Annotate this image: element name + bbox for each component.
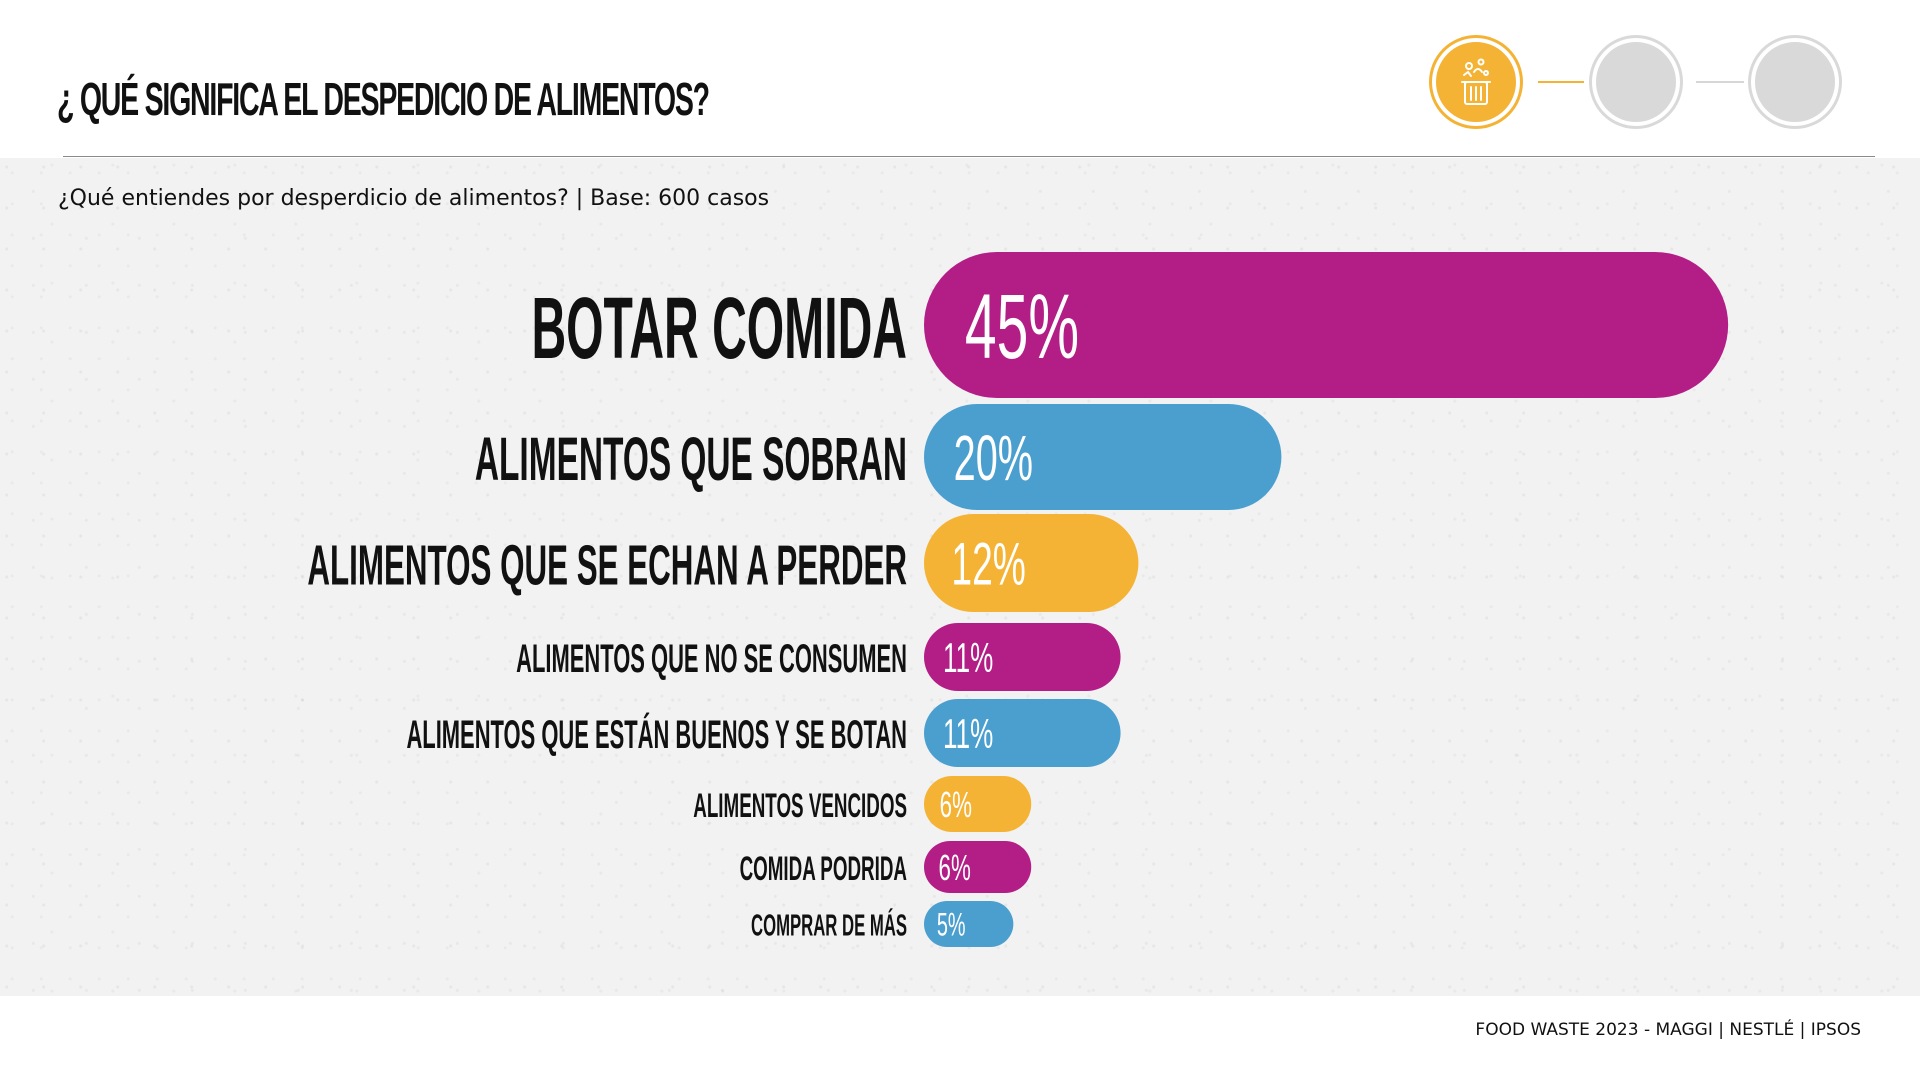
category-label-5: ALIMENTOS QUE ESTÁN BUENOS Y SE BOTAN: [406, 712, 907, 757]
page-title: ¿ QUÉ SIGNIFICA EL DESPEDICIO DE ALIMENT…: [57, 73, 710, 125]
category-label-2: ALIMENTOS QUE SOBRAN: [475, 427, 907, 494]
category-label-6: ALIMENTOS VENCIDOS: [693, 786, 907, 824]
header-divider: [63, 156, 1875, 157]
category-label-1: BOTAR COMIDA: [531, 279, 907, 377]
progress-step-1[interactable]: [1432, 38, 1520, 126]
bar-2: [924, 404, 1282, 510]
bar-7: [924, 841, 1032, 893]
bar-4: [924, 623, 1121, 691]
bar-8: [924, 901, 1014, 947]
bar-value-label-7: 6%: [939, 849, 971, 889]
bar-6: [924, 776, 1032, 832]
progress-step-3[interactable]: [1751, 38, 1839, 126]
bar-value-label-8: 5%: [937, 907, 966, 943]
bar-value-label-1: 45%: [965, 276, 1079, 378]
bar-value-label-6: 6%: [940, 786, 972, 826]
progress-step-2[interactable]: [1592, 38, 1680, 126]
chart-subtitle: ¿Qué entiendes por desperdicio de alimen…: [58, 186, 770, 211]
bar-value-label-5: 11%: [943, 711, 993, 758]
bar-value-label-2: 20%: [954, 424, 1033, 495]
category-label-4: ALIMENTOS QUE NO SE CONSUMEN: [516, 636, 907, 681]
bar-value-label-3: 12%: [951, 531, 1025, 598]
bar-3: [924, 514, 1139, 612]
bar-5: [924, 699, 1121, 767]
progress-connector-2: [1696, 81, 1744, 83]
category-label-3: ALIMENTOS QUE SE ECHAN A PERDER: [307, 533, 907, 597]
category-label-8: COMPRAR DE MÁS: [751, 908, 907, 943]
category-label-7: COMIDA PODRIDA: [740, 849, 907, 887]
footer-credit: FOOD WASTE 2023 - MAGGI | NESTLÉ | IPSOS: [1475, 1020, 1861, 1040]
bar-1: [924, 252, 1729, 398]
bar-value-label-4: 11%: [943, 635, 993, 682]
progress-connector-1: [1538, 81, 1584, 83]
